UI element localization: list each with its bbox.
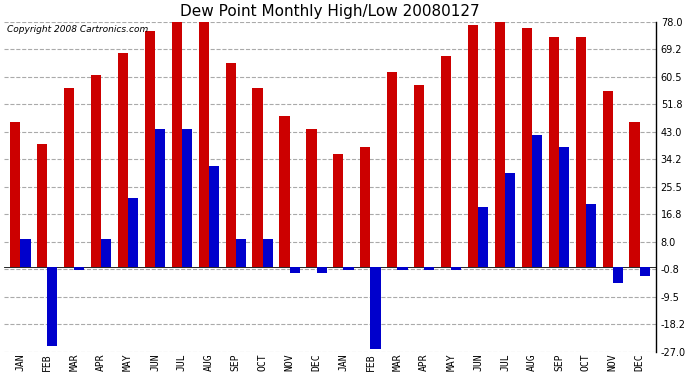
- Bar: [424, 267, 435, 270]
- Bar: [640, 267, 650, 276]
- Bar: [522, 28, 532, 267]
- Bar: [209, 166, 219, 267]
- Bar: [333, 154, 344, 267]
- Bar: [586, 204, 596, 267]
- Title: Dew Point Monthly High/Low 20080127: Dew Point Monthly High/Low 20080127: [180, 4, 480, 19]
- Bar: [279, 116, 290, 267]
- Bar: [290, 267, 300, 273]
- Bar: [155, 129, 165, 267]
- Bar: [236, 238, 246, 267]
- Bar: [75, 267, 84, 270]
- Bar: [441, 56, 451, 267]
- Bar: [629, 122, 640, 267]
- Bar: [263, 238, 273, 267]
- Bar: [199, 19, 209, 267]
- Bar: [575, 38, 586, 267]
- Bar: [468, 25, 478, 267]
- Bar: [451, 267, 462, 270]
- Bar: [101, 238, 111, 267]
- Bar: [478, 207, 489, 267]
- Bar: [226, 63, 236, 267]
- Bar: [47, 267, 57, 345]
- Bar: [559, 147, 569, 267]
- Bar: [505, 172, 515, 267]
- Bar: [397, 267, 408, 270]
- Bar: [414, 85, 424, 267]
- Bar: [371, 267, 381, 349]
- Bar: [145, 31, 155, 267]
- Bar: [128, 198, 138, 267]
- Bar: [602, 91, 613, 267]
- Bar: [613, 267, 623, 283]
- Bar: [37, 144, 47, 267]
- Bar: [549, 38, 559, 267]
- Bar: [91, 75, 101, 267]
- Bar: [495, 19, 505, 267]
- Bar: [306, 129, 317, 267]
- Bar: [20, 238, 30, 267]
- Bar: [532, 135, 542, 267]
- Bar: [387, 72, 397, 267]
- Bar: [360, 147, 371, 267]
- Bar: [344, 267, 354, 270]
- Bar: [64, 88, 75, 267]
- Bar: [172, 19, 182, 267]
- Bar: [182, 129, 192, 267]
- Bar: [253, 88, 263, 267]
- Text: Copyright 2008 Cartronics.com: Copyright 2008 Cartronics.com: [8, 25, 148, 34]
- Bar: [118, 53, 128, 267]
- Bar: [10, 122, 20, 267]
- Bar: [317, 267, 327, 273]
